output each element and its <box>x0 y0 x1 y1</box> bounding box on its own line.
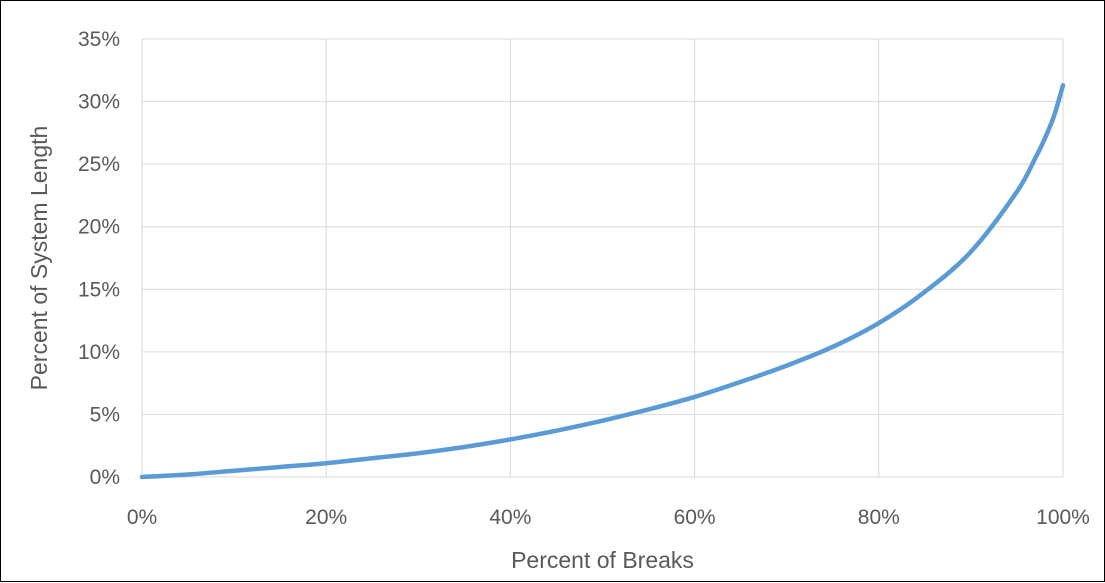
y-tick-label: 15% <box>78 278 120 301</box>
x-tick-labels: 0% 20% 40% 60% 80% 100% <box>127 506 1090 529</box>
series-line <box>139 83 1066 480</box>
y-tick-label: 35% <box>78 28 120 51</box>
x-tick-label: 40% <box>489 506 531 529</box>
x-tick-label: 80% <box>858 506 900 529</box>
x-gridlines <box>141 39 1064 477</box>
x-tick-label: 100% <box>1036 506 1090 529</box>
y-tick-label: 10% <box>78 341 120 364</box>
y-tick-label: 25% <box>78 153 120 176</box>
y-tick-label: 5% <box>90 403 120 426</box>
y-tick-labels: 0% 5% 10% 15% 20% 25% 30% 35% <box>78 28 120 489</box>
y-tick-label: 0% <box>90 466 120 489</box>
y-tick-label: 30% <box>78 91 120 114</box>
x-tick-label: 0% <box>127 506 157 529</box>
series-layer <box>139 83 1066 480</box>
y-axis-title: Percent of System Length <box>26 126 52 391</box>
x-tick-label: 60% <box>674 506 716 529</box>
x-tick-label: 20% <box>305 506 347 529</box>
x-axis-title: Percent of Breaks <box>511 547 694 573</box>
y-tick-label: 20% <box>78 216 120 239</box>
y-gridlines <box>142 38 1063 478</box>
